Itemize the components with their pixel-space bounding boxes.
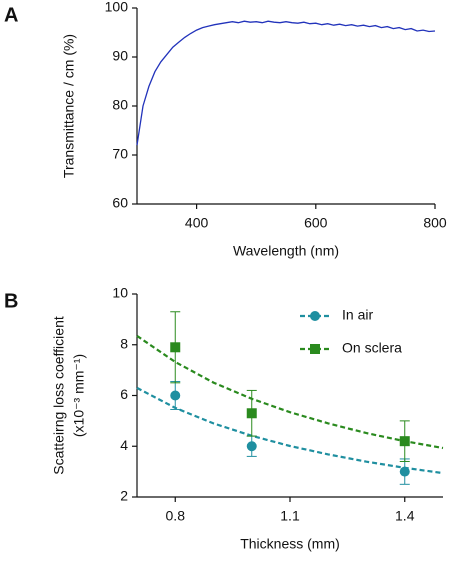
fit-line [136, 386, 444, 475]
y-tick-label: 100 [105, 0, 129, 15]
x-tick-label: 600 [304, 215, 328, 231]
marker [170, 342, 181, 353]
y-axis-label: Scatteirng loss coefficient [51, 316, 67, 475]
x-tick-label: 1.1 [280, 508, 300, 524]
y-axis-label: (x10⁻³ mm⁻¹) [71, 354, 87, 437]
panel-label: B [4, 290, 18, 312]
y-tick-label: 90 [112, 48, 128, 64]
x-tick-label: 400 [185, 215, 209, 231]
y-tick-label: 60 [112, 195, 128, 211]
y-tick-label: 6 [120, 386, 128, 402]
x-tick-label: 1.4 [395, 508, 415, 524]
marker [399, 466, 410, 477]
marker [246, 408, 257, 419]
y-tick-label: 8 [120, 335, 128, 351]
x-axis-label: Wavelength (nm) [233, 243, 339, 259]
marker [170, 390, 181, 401]
y-tick-label: 70 [112, 146, 128, 162]
y-tick-label: 80 [112, 97, 128, 113]
legend-label: On sclera [342, 340, 402, 356]
y-tick-label: 10 [112, 285, 128, 301]
marker [399, 436, 410, 447]
x-tick-label: 0.8 [166, 508, 186, 524]
fit-line [136, 334, 444, 450]
y-axis-label: Transmittance / cm (%) [61, 34, 77, 178]
marker [310, 344, 320, 354]
y-tick-label: 2 [120, 488, 128, 504]
x-axis-label: Thickness (mm) [240, 536, 340, 552]
legend-label: In air [342, 307, 373, 323]
x-tick-label: 800 [423, 215, 447, 231]
line [136, 20, 436, 146]
marker [310, 311, 320, 321]
y-tick-label: 4 [120, 437, 128, 453]
panel-label: A [4, 4, 18, 26]
marker [246, 441, 257, 452]
